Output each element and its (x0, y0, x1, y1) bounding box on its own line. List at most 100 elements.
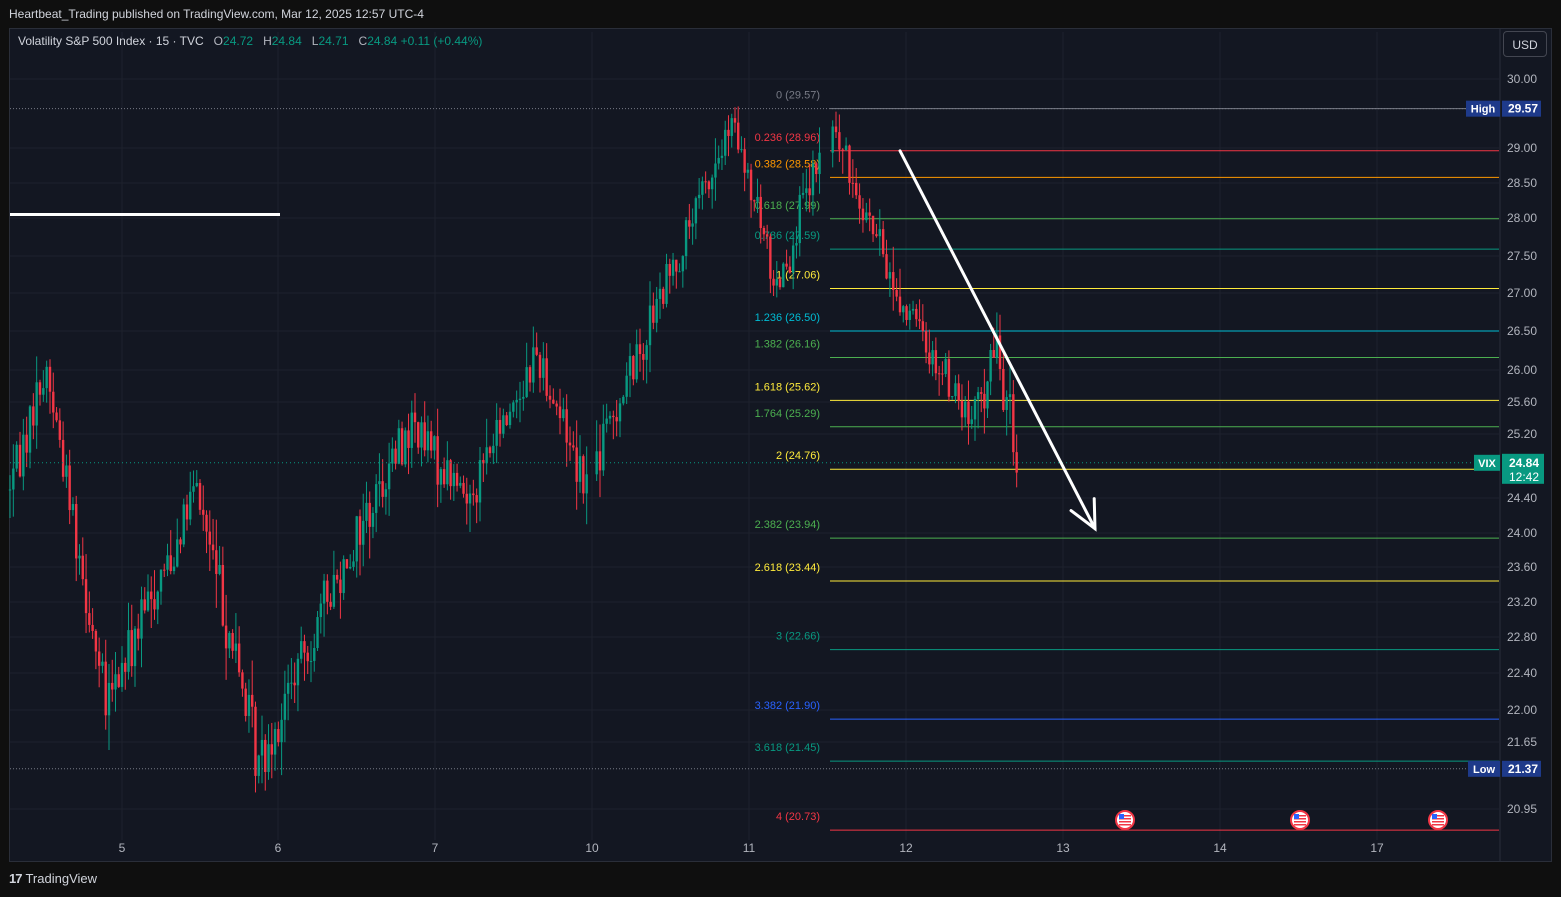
candle (562, 409, 565, 419)
time-tick-label: 11 (743, 841, 756, 855)
candle (163, 569, 166, 571)
candle (701, 181, 704, 195)
us-flag-icon[interactable] (1290, 810, 1310, 830)
candle (568, 442, 572, 446)
legend-symbol[interactable]: Volatility S&P 500 Index · 15 · TVC (18, 34, 204, 48)
candle (947, 359, 951, 397)
candle (306, 652, 309, 662)
tradingview-logo-icon: 17 (9, 871, 23, 886)
high-badge (1466, 100, 1500, 117)
candle (724, 129, 727, 156)
currency-button[interactable]: USD (1503, 31, 1547, 57)
candle (665, 263, 668, 304)
candle (68, 465, 71, 511)
candle (954, 383, 957, 397)
candle (658, 288, 662, 299)
high-badge-label: High (1471, 104, 1496, 116)
candle (468, 493, 472, 504)
candle (322, 580, 326, 604)
fibonacci-levels[interactable]: 0 (29.57) 0.236 (28.96) 0.382 (28.58) 0.618… (755, 90, 1499, 831)
candle (244, 688, 247, 716)
trend-arrow[interactable] (898, 149, 1097, 531)
candle (221, 564, 225, 626)
candle (502, 415, 505, 434)
candle (911, 308, 915, 311)
arrow-head-icon[interactable] (1069, 497, 1097, 532)
event-markers[interactable] (1115, 810, 1448, 830)
candle (397, 428, 401, 464)
fib-level-label-2.618: 2.618 (23.44) (755, 562, 820, 574)
candle (462, 482, 465, 494)
candle (48, 366, 52, 392)
symbol-legend: Volatility S&P 500 Index · 15 · TVC O24.… (18, 34, 482, 48)
fib-level-label-0.382: 0.382 (28.58) (755, 158, 820, 170)
price-tick-label: 30.00 (1507, 72, 1537, 86)
candle (811, 163, 815, 196)
candle (1008, 394, 1012, 398)
candle (485, 447, 488, 464)
candle (858, 195, 861, 209)
candle (130, 630, 133, 667)
candle (931, 350, 934, 365)
candle (565, 409, 568, 443)
time-axis[interactable]: 5 6 7 10 11 12 13 14 17 (119, 841, 1384, 855)
legend-high-value: 24.84 (271, 34, 302, 48)
candle (387, 463, 391, 490)
candle (638, 344, 642, 355)
candle (578, 456, 582, 482)
us-flag-stripe (1119, 821, 1131, 823)
bar-countdown: 12:42 (1509, 470, 1539, 484)
candle (645, 345, 648, 360)
candle (834, 126, 838, 133)
high-price-badge (1502, 100, 1541, 117)
price-tick-label: 22.80 (1507, 630, 1537, 644)
candle (950, 396, 954, 398)
candle (169, 555, 172, 572)
us-flag-stripe (1119, 818, 1131, 820)
price-axis[interactable]: 30.00 29.00 28.50 28.00 27.50 27.00 26.50 26.00… (1466, 29, 1544, 862)
candle (319, 603, 322, 618)
symbol-badge-label: VIX (1478, 458, 1496, 470)
price-tick-label: 29.00 (1507, 141, 1537, 155)
us-flag-stripe (1432, 821, 1444, 823)
candle (423, 422, 426, 451)
us-flag-stripe (1432, 818, 1444, 820)
candle (124, 662, 127, 672)
us-flag-canton (1432, 814, 1437, 819)
candle (18, 444, 22, 477)
us-flag-icon[interactable] (1115, 810, 1135, 830)
us-flag-stripe (1294, 818, 1306, 820)
annotations[interactable] (10, 149, 1097, 532)
us-flag-canton (1119, 814, 1124, 819)
candle (662, 288, 665, 304)
candle (270, 744, 273, 755)
us-flag-icon[interactable] (1428, 810, 1448, 830)
candle (648, 305, 652, 346)
candle (655, 298, 658, 323)
fib-level-label-4: 4 (20.73) (776, 811, 820, 823)
candle (605, 418, 608, 424)
candle (885, 254, 888, 279)
candle (208, 531, 211, 545)
candle (898, 296, 902, 313)
candle (970, 419, 973, 425)
candle (960, 401, 964, 418)
price-tick-label: 23.60 (1507, 560, 1537, 574)
us-flag-circle (1428, 810, 1448, 830)
candle (740, 149, 743, 151)
candle (921, 321, 925, 332)
candle (114, 674, 117, 690)
candle (765, 234, 769, 237)
candle (681, 256, 685, 272)
symbol-badge (1474, 454, 1500, 471)
legend-close-value: 24.84 (367, 34, 398, 48)
candle (368, 502, 371, 527)
candle (58, 420, 62, 440)
candle (934, 350, 938, 374)
candles (8, 106, 1018, 793)
time-tick-label: 17 (1370, 841, 1384, 855)
candle (218, 564, 221, 574)
candle (25, 434, 28, 453)
candle (391, 448, 394, 464)
